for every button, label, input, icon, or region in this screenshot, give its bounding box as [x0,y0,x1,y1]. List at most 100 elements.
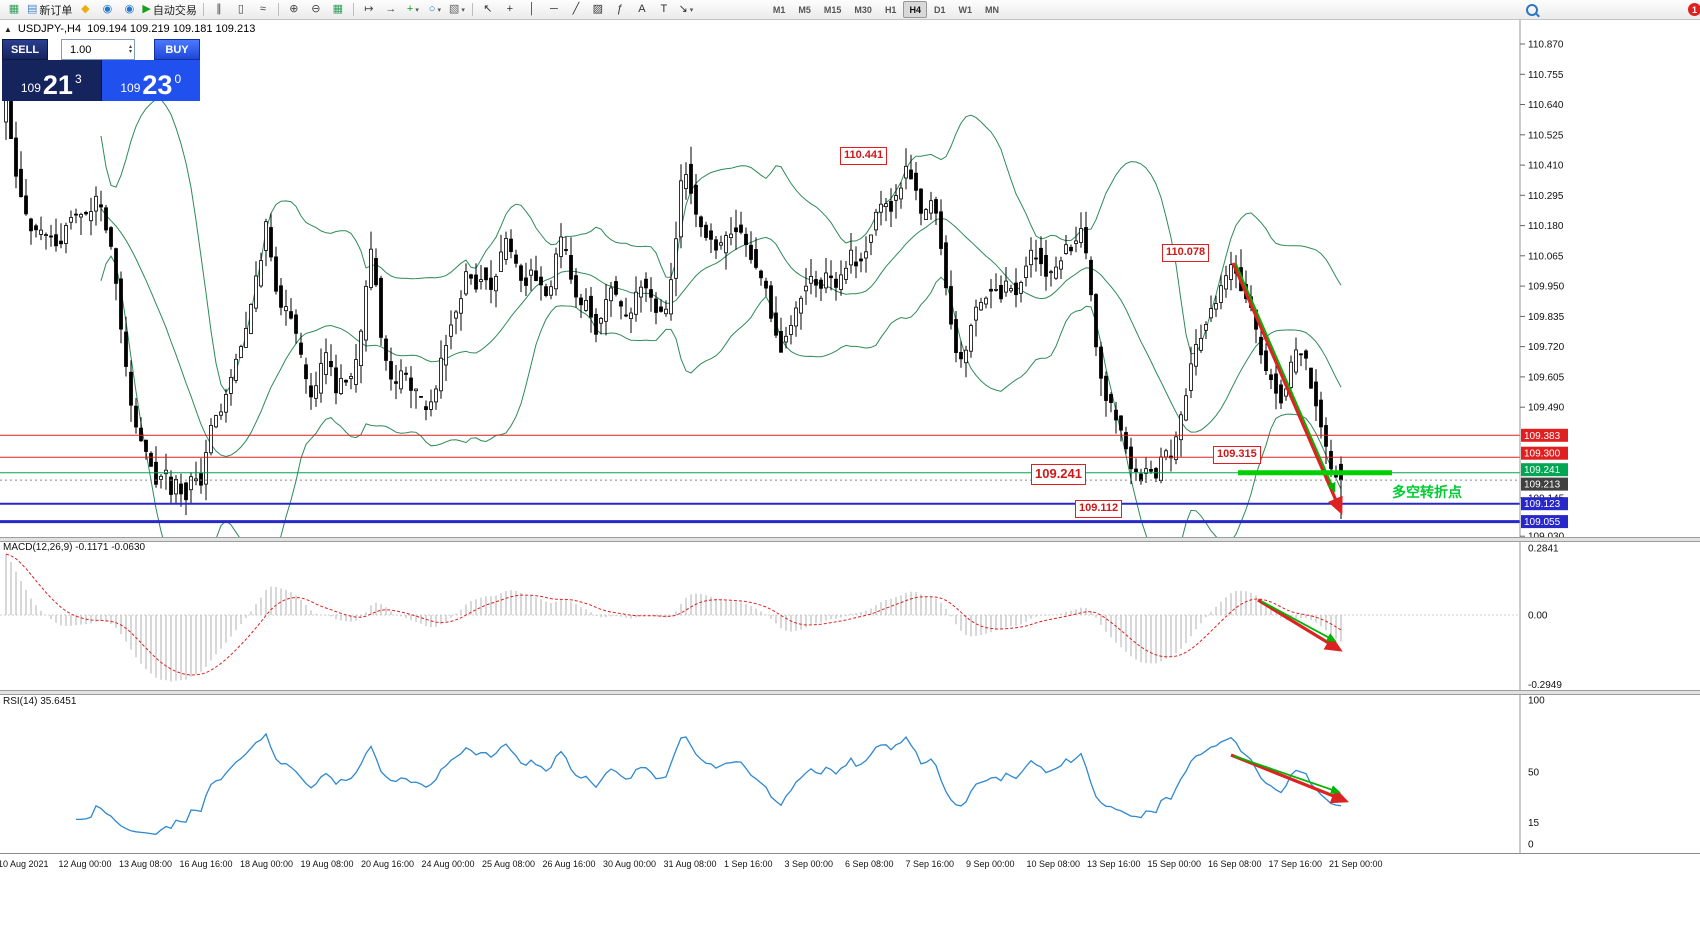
time-axis-label: 1 Sep 16:00 [724,859,773,869]
data-window-button[interactable]: ◉ [118,1,140,18]
crosshair-button[interactable]: + [499,1,521,18]
time-axis-label: 19 Aug 08:00 [300,859,354,869]
metaquotes-icon[interactable]: ◆ [74,1,96,18]
timeframe-d1-button[interactable]: D1 [933,4,946,15]
auto-trading-button[interactable]: ▶ 自动交易 [140,1,198,18]
chart-title: ▲ USDJPY-,H4 109.194 109.219 109.181 109… [4,23,255,35]
new-chart-icon: ▦ [8,3,20,15]
svg-text:109.383: 109.383 [1524,431,1561,442]
buy-pipette: 0 [174,72,182,86]
text-button[interactable]: A [631,1,653,18]
timeframe-m1-button[interactable]: M1 [772,4,786,15]
cursor-icon: ↖ [483,3,493,15]
ohlc-values: 109.194 109.219 109.181 109.213 [87,23,256,35]
tile-windows-button[interactable]: ▦ [327,1,349,18]
trendline-button[interactable]: ╱ [565,1,587,18]
price-label-callout[interactable]: 109.112 [1075,500,1123,518]
main-price-chart[interactable]: 110.870 110.755 110.640 110.525 110.410 110.2… [0,19,1700,537]
label-button[interactable]: T [653,1,675,18]
time-axis[interactable]: 10 Aug 2021 12 Aug 00:00 13 Aug 08:00 16 Au… [0,853,1700,874]
svg-text:109.835: 109.835 [1528,312,1565,323]
time-axis-label: 26 Aug 16:00 [542,859,596,869]
toolbar-separator [277,3,279,16]
templates-icon: ▧ [448,3,460,15]
svg-text:110.180: 110.180 [1528,221,1564,232]
vertical-line-button[interactable]: │ [521,1,543,18]
macd-axis: 0.2841 0.00 -0.2949 [1519,540,1562,690]
dropdown-caret-icon: ▾ [437,6,441,14]
buy-button[interactable]: BUY [154,39,200,60]
turning-point-note[interactable]: 多空转折点 [1392,484,1462,500]
timeframe-m30-button[interactable]: M30 [854,4,872,15]
macd-histogram [5,554,1342,682]
price-label-callout[interactable]: 110.078 [1162,244,1210,262]
dropdown-caret-icon: ▾ [689,6,694,14]
vertical-line-icon: │ [528,3,536,15]
arrows-tool-button[interactable]: ↘ ▾ [675,1,697,18]
panel-divider[interactable] [0,690,1700,695]
toolbar-separator [471,3,473,16]
auto-scroll-button[interactable]: ↦ [358,1,380,18]
time-axis-label: 30 Aug 00:00 [603,859,657,869]
timeframe-m15-button[interactable]: M15 [823,4,842,15]
volume-down-icon[interactable]: ▾ [128,48,132,55]
rsi-indicator-panel[interactable]: 100 50 15 0 [0,693,1700,853]
macd-label: MACD(12,26,9) -0.1171 -0.0630 [3,542,146,553]
market-watch-button[interactable]: ◉ [96,1,118,18]
time-axis-label: 17 Sep 16:00 [1268,859,1323,869]
time-axis-label: 10 Aug 2021 [0,859,49,869]
time-axis-label: 20 Aug 16:00 [361,859,415,869]
candlestick-chart-button[interactable]: ▯ [230,1,252,18]
sell-price-display[interactable]: 109 21 3 [2,60,102,101]
timeframe-h4-button[interactable]: H4 [903,1,927,18]
volume-input[interactable]: 1.00 ▴ ▾ [61,39,135,60]
channel-button[interactable]: ▨ [587,1,609,18]
trendline-icon: ╱ [572,3,580,15]
templates-dropdown[interactable]: ▧ ▾ [446,1,468,18]
search-icon[interactable] [1526,4,1540,17]
price-label-callout[interactable]: 109.315 [1213,446,1261,464]
dropdown-caret-icon: ▾ [461,6,465,14]
price-label-callout[interactable]: 109.241 [1031,464,1086,485]
svg-text:110.410: 110.410 [1528,161,1564,172]
line-chart-button[interactable]: ≈ [252,1,274,18]
periods-dropdown[interactable]: ○ ▾ [424,1,446,18]
cursor-button[interactable]: ↖ [477,1,499,18]
volume-up-icon[interactable]: ▴ [128,43,132,50]
zoom-out-button[interactable]: ⊖ [305,1,327,18]
collapse-marker-icon[interactable]: ▲ [4,24,12,34]
indicators-button[interactable]: + ▾ [402,1,424,18]
horizontal-line-button[interactable]: ─ [543,1,565,18]
svg-text:110.065: 110.065 [1528,251,1564,262]
time-axis-label: 16 Sep 08:00 [1208,859,1262,869]
bar-chart-button[interactable]: ∥ [208,1,230,18]
horizontal-level-lines[interactable] [0,434,1520,524]
price-axis[interactable]: 110.870 110.755 110.640 110.525 110.410 110.2… [1519,19,1568,537]
panel-divider[interactable] [0,537,1700,542]
timeframe-m5-button[interactable]: M5 [798,4,811,15]
sell-button[interactable]: SELL [2,39,48,60]
magnifier-glass [1526,4,1538,16]
candlestick-chart-icon: ▯ [237,3,244,15]
chart-shift-button[interactable]: → [380,1,402,18]
svg-text:0.00: 0.00 [1528,611,1548,622]
svg-text:-0.2949: -0.2949 [1528,680,1562,690]
timeframe-h1-button[interactable]: H1 [884,4,897,15]
toolbar-button-groups: ▦ ▤ 新订单 ◆ ◉ ◉ ▶ 自动交易 ∥ ▯ ≈ ⊕ ⊖ ▦ ↦ → + ▾ ○ ▾ ▧ ▾ ↖ + │ ─ ╱ ▨ ƒ A T ↘ ▾ [3,1,697,18]
price-label-callout[interactable]: 110.441 [840,147,888,165]
notification-badge[interactable]: 1 [1688,3,1700,16]
dropdown-caret-icon: ▾ [415,6,419,14]
time-axis-label: 31 Aug 08:00 [663,859,717,869]
zoom-in-button[interactable]: ⊕ [283,1,305,18]
symbol-timeframe-label: USDJPY-,H4 [17,23,82,35]
new-order-button[interactable]: ▤ 新订单 [25,1,74,18]
macd-indicator-panel[interactable]: 0.2841 0.00 -0.2949 [0,540,1700,690]
new-chart-button[interactable]: ▦ [3,1,25,18]
timeframe-mn-button[interactable]: MN [984,4,999,15]
candles[interactable] [4,69,1343,520]
fibonacci-button[interactable]: ƒ [609,1,631,18]
buy-price-display[interactable]: 109 23 0 [101,60,200,101]
crosshair-icon: + [506,3,514,15]
timeframe-w1-button[interactable]: W1 [958,4,972,15]
